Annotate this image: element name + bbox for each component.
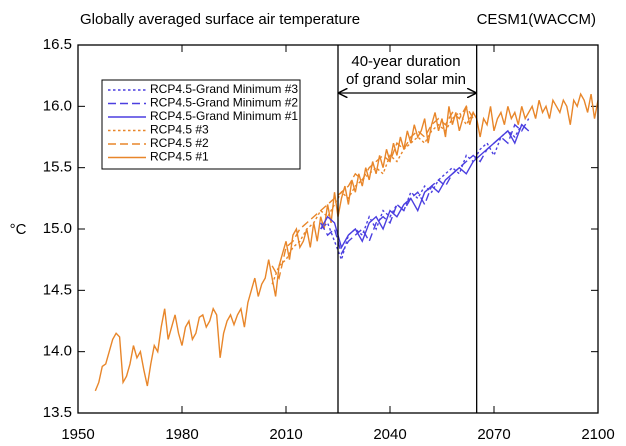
legend-box: [101, 79, 301, 170]
chart-title: Globally averaged surface air temperatur…: [80, 11, 360, 28]
x-tick-label: 2040: [373, 426, 406, 443]
plot-frame: [77, 44, 599, 414]
legend-label: RCP4.5 #1: [150, 150, 209, 164]
series-line: [320, 118, 530, 256]
annotation: 40-year duration: [351, 53, 460, 70]
chart-subtitle: CESM1(WACCM): [477, 11, 596, 28]
y-axis-label: °C: [10, 221, 27, 238]
y-tick-label: 16.0: [43, 97, 72, 114]
y-tick-label: 15.5: [43, 159, 72, 176]
x-tick-label: 1980: [165, 426, 198, 443]
y-tick-label: 14.0: [43, 343, 72, 360]
legend-label: RCP4.5-Grand Minimum #3: [150, 82, 298, 96]
y-tick-label: 14.5: [43, 281, 72, 298]
legend-label: RCP4.5 #2: [150, 136, 209, 150]
y-tick-label: 16.5: [43, 36, 72, 53]
y-tick-label: 13.5: [43, 404, 72, 421]
y-tick-label: 15.0: [43, 220, 72, 237]
legend-label: RCP4.5-Grand Minimum #1: [150, 109, 298, 123]
x-tick-label: 2100: [581, 426, 614, 443]
x-tick-label: 2070: [477, 426, 510, 443]
series-line: [271, 104, 474, 280]
series-line: [271, 111, 474, 285]
series-line: [94, 92, 599, 392]
legend-label: RCP4.5 #3: [150, 123, 209, 137]
x-tick-label: 2010: [269, 426, 302, 443]
x-tick-label: 1950: [61, 426, 94, 443]
series-line: [320, 123, 530, 262]
annotation: of grand solar min: [346, 71, 466, 88]
legend-label: RCP4.5-Grand Minimum #2: [150, 96, 298, 110]
